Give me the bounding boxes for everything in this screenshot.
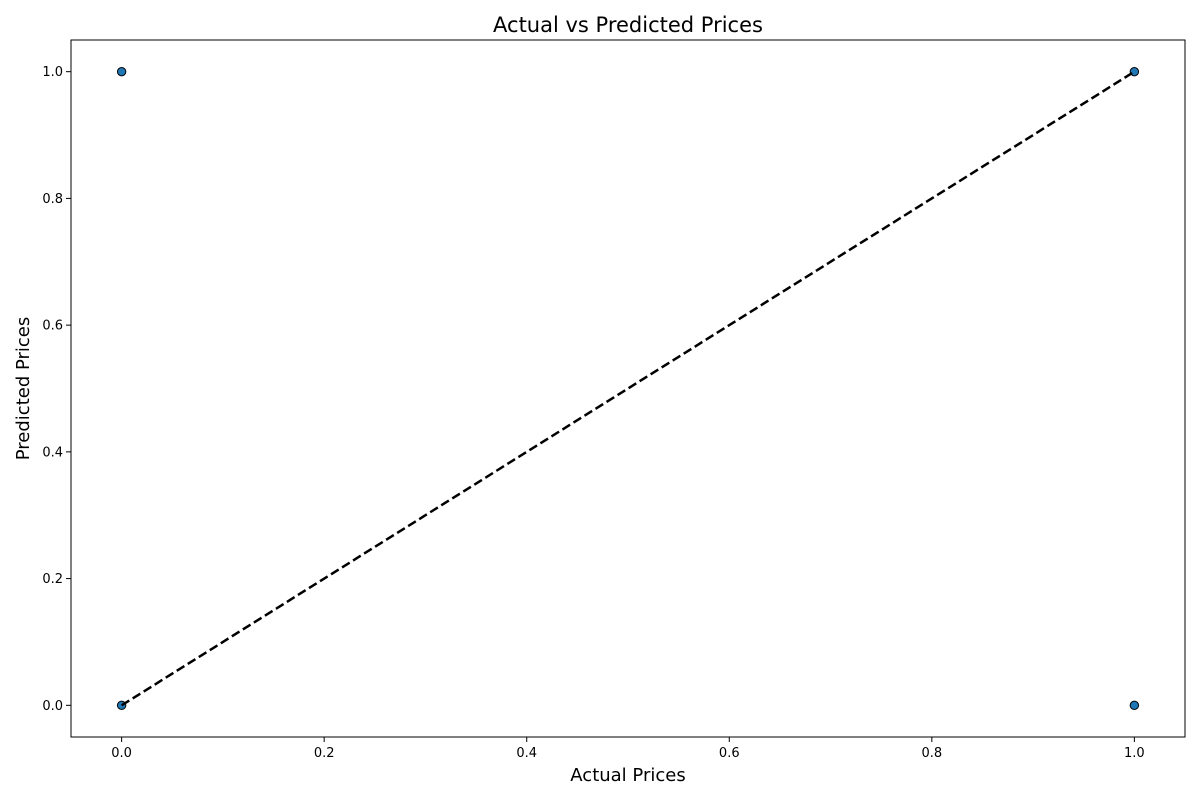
x-tick-label: 0.6 xyxy=(719,746,740,761)
plot-marks xyxy=(116,66,1140,711)
x-axis-label: Actual Prices xyxy=(570,765,685,786)
y-tick-label: 1.0 xyxy=(42,65,63,80)
y-tick-label: 0.2 xyxy=(42,572,63,587)
x-tick-label: 1.0 xyxy=(1124,746,1145,761)
y-axis-ticks: 0.0 0.2 0.4 0.6 0.8 1.0 xyxy=(42,65,71,714)
scatter-point xyxy=(116,66,127,77)
scatter-point xyxy=(1129,700,1140,711)
y-tick-label: 0.6 xyxy=(42,319,63,334)
x-tick-label: 0.4 xyxy=(516,746,537,761)
x-axis-ticks: 0.0 0.2 0.4 0.6 0.8 1.0 xyxy=(111,737,1145,761)
x-tick-label: 0.0 xyxy=(111,746,132,761)
y-axis-label: Predicted Prices xyxy=(13,317,34,461)
x-tick-label: 0.8 xyxy=(921,746,942,761)
x-tick-label: 0.2 xyxy=(314,746,335,761)
y-tick-label: 0.8 xyxy=(42,192,63,207)
y-tick-label: 0.0 xyxy=(42,699,63,714)
chart-title: Actual vs Predicted Prices xyxy=(493,13,763,37)
plot-area-frame xyxy=(70,39,1186,738)
reference-line xyxy=(120,70,1136,707)
y-tick-label: 0.4 xyxy=(42,445,63,460)
